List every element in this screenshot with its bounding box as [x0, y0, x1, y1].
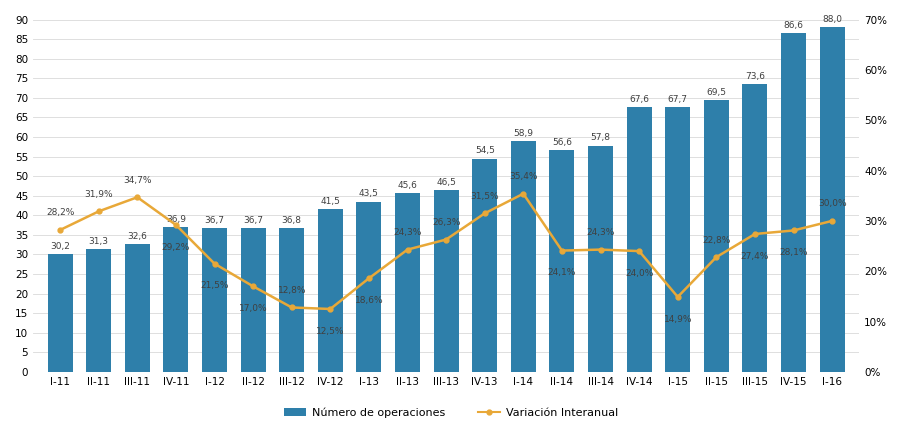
- Text: 12,8%: 12,8%: [278, 286, 306, 295]
- Text: 58,9: 58,9: [513, 129, 533, 138]
- Text: 86,6: 86,6: [784, 21, 804, 30]
- Text: 14,9%: 14,9%: [664, 314, 692, 324]
- Bar: [202, 228, 227, 372]
- Text: 56,6: 56,6: [552, 138, 572, 147]
- Text: 30,2: 30,2: [51, 241, 70, 251]
- Text: 31,5%: 31,5%: [471, 192, 499, 201]
- Variación Interanual: [248, 284, 259, 289]
- Bar: [781, 33, 806, 372]
- Text: 30,0%: 30,0%: [818, 199, 846, 208]
- Text: 32,6: 32,6: [127, 232, 147, 241]
- Variación Interanual: [55, 227, 66, 232]
- Text: 17,0%: 17,0%: [239, 304, 267, 313]
- Text: 21,5%: 21,5%: [200, 281, 229, 290]
- Bar: [627, 107, 651, 372]
- Variación Interanual: [711, 254, 722, 260]
- Bar: [820, 27, 844, 372]
- Bar: [241, 228, 266, 372]
- Text: 57,8: 57,8: [591, 133, 611, 143]
- Text: 45,6: 45,6: [398, 181, 418, 190]
- Bar: [511, 141, 536, 372]
- Text: 31,9%: 31,9%: [85, 190, 113, 199]
- Variación Interanual: [325, 306, 336, 311]
- Variación Interanual: [672, 294, 683, 299]
- Text: 36,7: 36,7: [244, 216, 263, 225]
- Variación Interanual: [209, 261, 220, 266]
- Bar: [588, 146, 613, 372]
- Text: 46,5: 46,5: [437, 178, 456, 187]
- Text: 28,1%: 28,1%: [779, 248, 808, 257]
- Bar: [163, 227, 189, 372]
- Bar: [124, 244, 150, 372]
- Text: 67,6: 67,6: [629, 95, 649, 104]
- Bar: [472, 159, 497, 372]
- Text: 12,5%: 12,5%: [316, 327, 345, 336]
- Variación Interanual: [402, 247, 413, 252]
- Bar: [549, 150, 575, 372]
- Variación Interanual: [557, 248, 567, 253]
- Bar: [395, 194, 420, 372]
- Bar: [704, 100, 729, 372]
- Text: 24,3%: 24,3%: [586, 228, 614, 237]
- Bar: [280, 228, 304, 372]
- Variación Interanual: [518, 191, 529, 196]
- Text: 36,7: 36,7: [205, 216, 225, 225]
- Bar: [318, 210, 343, 372]
- Legend: Número de operaciones, Variación Interanual: Número de operaciones, Variación Interan…: [280, 403, 622, 422]
- Text: 35,4%: 35,4%: [509, 172, 538, 181]
- Variación Interanual: [286, 305, 297, 310]
- Variación Interanual: [827, 218, 838, 223]
- Variación Interanual: [479, 211, 490, 216]
- Variación Interanual: [93, 209, 104, 214]
- Text: 36,8: 36,8: [281, 216, 302, 225]
- Variación Interanual: [170, 222, 181, 228]
- Bar: [48, 254, 73, 372]
- Text: 24,3%: 24,3%: [393, 228, 422, 237]
- Variación Interanual: [750, 232, 760, 237]
- Text: 43,5: 43,5: [359, 190, 379, 198]
- Text: 24,0%: 24,0%: [625, 269, 653, 278]
- Text: 69,5: 69,5: [706, 88, 726, 97]
- Line: Variación Interanual: Variación Interanual: [58, 191, 834, 311]
- Text: 28,2%: 28,2%: [46, 208, 74, 217]
- Text: 41,5: 41,5: [320, 197, 340, 206]
- Text: 36,9: 36,9: [166, 215, 186, 224]
- Text: 29,2%: 29,2%: [161, 242, 190, 251]
- Bar: [356, 202, 382, 372]
- Text: 73,6: 73,6: [745, 72, 765, 81]
- Text: 31,3: 31,3: [88, 237, 109, 246]
- Bar: [742, 84, 768, 372]
- Text: 54,5: 54,5: [474, 146, 494, 156]
- Text: 26,3%: 26,3%: [432, 218, 460, 227]
- Variación Interanual: [595, 247, 606, 252]
- Bar: [665, 107, 690, 372]
- Bar: [87, 249, 111, 372]
- Text: 67,7: 67,7: [667, 95, 687, 104]
- Text: 88,0: 88,0: [822, 15, 842, 24]
- Text: 24,1%: 24,1%: [548, 268, 576, 277]
- Variación Interanual: [364, 276, 374, 281]
- Variación Interanual: [788, 228, 799, 233]
- Text: 27,4%: 27,4%: [741, 251, 769, 260]
- Variación Interanual: [441, 237, 452, 242]
- Text: 34,7%: 34,7%: [123, 176, 152, 184]
- Variación Interanual: [132, 195, 143, 200]
- Text: 18,6%: 18,6%: [354, 296, 383, 305]
- Variación Interanual: [634, 248, 645, 254]
- Text: 22,8%: 22,8%: [702, 235, 731, 245]
- Bar: [434, 190, 459, 372]
